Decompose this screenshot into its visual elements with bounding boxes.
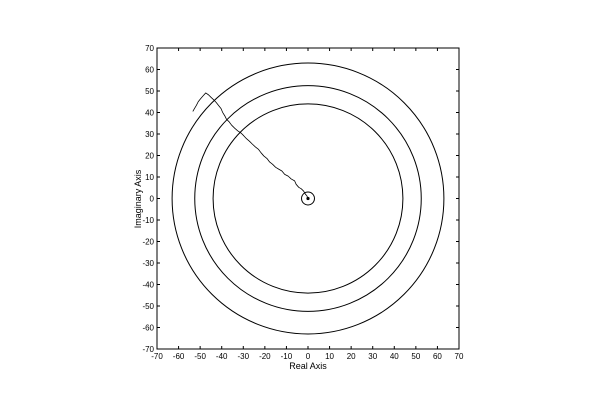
circles-layer bbox=[171, 62, 445, 335]
y-tick-label: 60 bbox=[145, 66, 154, 75]
y-axis-label: Imaginary Axis bbox=[133, 169, 143, 228]
y-tick-label: -40 bbox=[142, 281, 154, 290]
locus-circle-4 bbox=[301, 191, 315, 206]
x-tick-label: 50 bbox=[411, 352, 420, 361]
x-tick-label: 20 bbox=[347, 352, 356, 361]
trajectory-start-point bbox=[306, 196, 310, 201]
x-axis-label: Real Axis bbox=[289, 361, 327, 371]
x-tick-label: 10 bbox=[325, 352, 334, 361]
y-tick-label: 30 bbox=[145, 130, 154, 139]
y-axis: -70 -60 -50 -40 -30 -20 -10 0 10 20 30 40 50 60 70 bbox=[142, 44, 459, 354]
x-tick-label: 0 bbox=[306, 352, 311, 361]
x-tick-label: 30 bbox=[368, 352, 377, 361]
y-tick-label: -30 bbox=[142, 259, 154, 268]
x-tick-label: -20 bbox=[259, 352, 271, 361]
y-tick-label: -60 bbox=[142, 324, 154, 333]
locus-circle-1 bbox=[171, 62, 445, 335]
y-tick-label: 20 bbox=[145, 152, 154, 161]
y-tick-label: -50 bbox=[142, 302, 154, 311]
x-tick-label: -10 bbox=[281, 352, 293, 361]
x-tick-label: 40 bbox=[390, 352, 399, 361]
locus-circle-2 bbox=[194, 85, 422, 312]
trajectory-line-1 bbox=[192, 92, 309, 199]
x-tick-label: -50 bbox=[194, 352, 206, 361]
y-tick-label: 50 bbox=[145, 87, 154, 96]
x-tick-label: -40 bbox=[216, 352, 228, 361]
y-tick-label: -70 bbox=[142, 345, 154, 354]
x-tick-label: -60 bbox=[173, 352, 185, 361]
x-tick-label: -30 bbox=[238, 352, 250, 361]
locus-circle-3 bbox=[212, 103, 404, 294]
y-tick-label: 10 bbox=[145, 173, 154, 182]
y-tick-label: -20 bbox=[142, 238, 154, 247]
y-tick-label: 0 bbox=[150, 195, 155, 204]
x-tick-label: 70 bbox=[455, 352, 464, 361]
x-tick-label: -70 bbox=[151, 352, 163, 361]
y-tick-label: 70 bbox=[145, 44, 154, 53]
trajectory-layer bbox=[192, 92, 310, 201]
y-tick-label: -10 bbox=[142, 216, 154, 225]
y-tick-label: 40 bbox=[145, 109, 154, 118]
x-tick-label: 60 bbox=[433, 352, 442, 361]
